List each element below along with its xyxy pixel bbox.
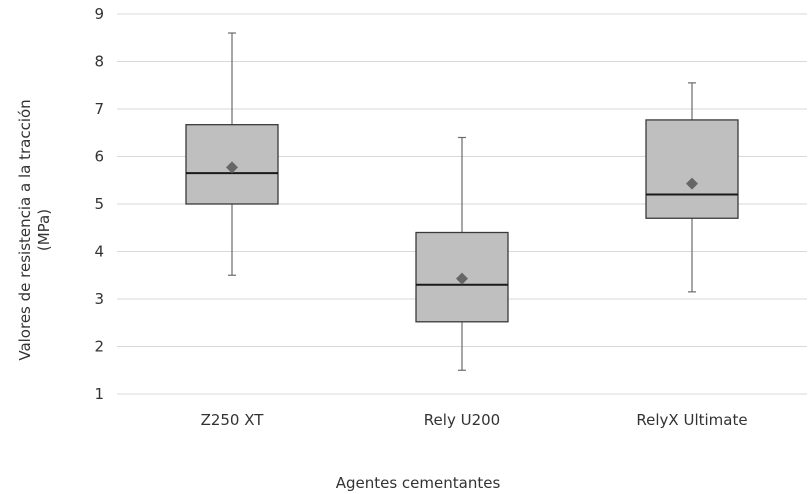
y-axis-title: Valores de resistencia a la tracción (MP… (16, 99, 53, 360)
y-axis-title-line-2: (MPa) (35, 209, 53, 251)
y-tick-label: 9 (94, 5, 104, 23)
y-tick-label: 1 (94, 385, 104, 403)
x-tick-label: Rely U200 (424, 411, 500, 429)
y-tick-label: 8 (94, 53, 104, 71)
box-group (185, 32, 279, 276)
x-tick-label: Z250 XT (201, 411, 265, 429)
x-tick-label: RelyX Ultimate (636, 411, 747, 429)
y-axis-title-line-1: Valores de resistencia a la tracción (16, 99, 34, 360)
mean-marker (456, 272, 468, 285)
x-axis-title: Agentes cementantes (336, 474, 501, 492)
iqr-box (645, 119, 739, 219)
boxes (185, 32, 739, 371)
y-axis-ticks: 1 2 3 4 5 6 7 8 9 (94, 5, 104, 403)
y-tick-label: 4 (94, 243, 104, 261)
box-group (645, 82, 739, 293)
mean-marker (226, 161, 238, 174)
box-group (415, 136, 509, 371)
y-tick-label: 6 (94, 148, 104, 166)
y-tick-label: 7 (94, 100, 104, 118)
y-tick-label: 3 (94, 290, 104, 308)
mean-marker (686, 177, 698, 190)
y-tick-label: 2 (94, 338, 104, 356)
x-axis-ticks: Z250 XT Rely U200 RelyX Ultimate (201, 411, 748, 429)
y-tick-label: 5 (94, 195, 104, 213)
